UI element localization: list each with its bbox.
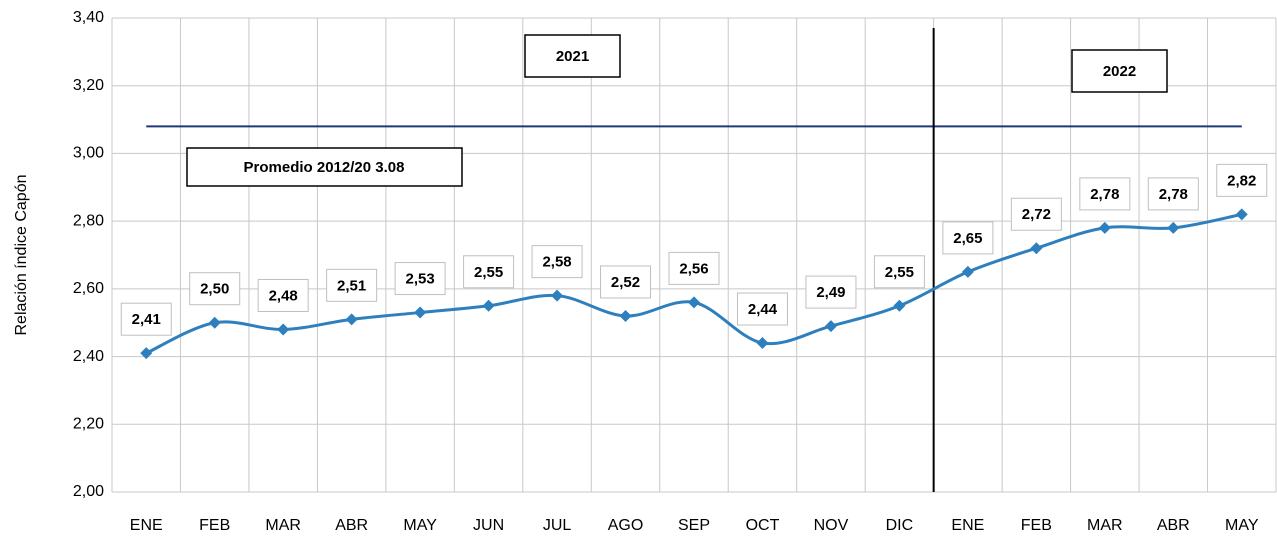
marker: [551, 289, 564, 302]
y-tick-label: 2,60: [73, 280, 104, 297]
y-tick-label: 2,20: [73, 416, 104, 433]
data-label-box: [1010, 197, 1062, 231]
annotation-box: [186, 147, 463, 187]
data-label: 2,41: [132, 311, 161, 328]
x-tick-label: DIC: [886, 517, 914, 534]
x-tick-label: MAR: [1087, 517, 1123, 534]
data-label: 2,58: [542, 254, 571, 271]
x-tick-label: MAY: [1225, 517, 1259, 534]
y-tick-label: 3,00: [73, 145, 104, 162]
marker: [961, 265, 974, 278]
marker: [619, 309, 632, 322]
annotation: 2021: [556, 48, 589, 65]
x-tick-label: JUL: [543, 517, 572, 534]
marker: [893, 299, 906, 312]
x-tick-label: FEB: [1021, 517, 1052, 534]
data-label-box: [189, 272, 241, 306]
annotation-box: [524, 34, 621, 78]
data-label-box: [531, 245, 583, 279]
data-label-box: [394, 262, 446, 296]
marker: [688, 296, 700, 309]
data-label: 2,78: [1159, 186, 1188, 203]
data-label-box: [463, 255, 515, 289]
marker: [140, 347, 153, 360]
x-tick-label: JUN: [473, 517, 504, 534]
data-label-box: [873, 255, 925, 289]
marker: [1167, 221, 1180, 234]
data-label: 2,53: [406, 271, 435, 288]
y-axis-label: Relación índice Capón: [13, 175, 30, 336]
y-tick-label: 2,00: [73, 483, 104, 500]
x-tick-label: FEB: [199, 517, 230, 534]
x-tick-label: ENE: [951, 517, 984, 534]
annotation: 2022: [1103, 63, 1136, 80]
data-label-box: [1216, 163, 1268, 197]
data-label: 2,49: [816, 284, 845, 301]
data-label: 2,65: [953, 230, 982, 247]
marker: [414, 306, 427, 319]
annotation-box: [1071, 49, 1168, 93]
marker: [756, 337, 769, 350]
x-tick-label: AGO: [608, 517, 644, 534]
data-label-box: [1079, 177, 1131, 211]
data-label: 2,72: [1022, 206, 1051, 223]
marker: [208, 316, 221, 329]
x-tick-label: SEP: [678, 517, 710, 534]
data-label: 2,55: [885, 264, 914, 281]
data-label-box: [326, 268, 378, 302]
data-label: 2,50: [200, 281, 229, 298]
marker: [1235, 208, 1248, 221]
data-label: 2,52: [611, 274, 640, 291]
x-tick-label: ENE: [130, 517, 163, 534]
y-tick-label: 2,40: [73, 348, 104, 365]
y-tick-label: 3,40: [73, 9, 104, 26]
marker: [824, 320, 837, 333]
marker: [277, 323, 290, 336]
data-label-box: [120, 302, 172, 336]
data-label-box: [942, 221, 994, 255]
x-tick-label: ABR: [1157, 517, 1190, 534]
data-label: 2,44: [748, 301, 778, 318]
marker: [1098, 221, 1111, 234]
y-tick-label: 2,80: [73, 212, 104, 229]
data-label: 2,82: [1227, 172, 1256, 189]
x-tick-label: ABR: [335, 517, 368, 534]
reference-label: Promedio 2012/20 3.08: [244, 159, 405, 176]
y-tick-label: 3,20: [73, 77, 104, 94]
marker: [345, 313, 358, 326]
data-label-box: [1147, 177, 1199, 211]
marker: [482, 299, 495, 312]
marker: [1030, 242, 1043, 255]
data-label-box: [805, 275, 857, 309]
data-label: 2,51: [337, 277, 366, 294]
x-tick-label: MAR: [265, 517, 301, 534]
data-label: 2,48: [269, 287, 298, 304]
x-tick-label: OCT: [746, 517, 780, 534]
x-tick-label: NOV: [814, 517, 849, 534]
data-label: 2,55: [474, 264, 503, 281]
data-label-box: [600, 265, 652, 299]
data-label-box: [736, 292, 788, 326]
data-label: 2,56: [679, 260, 708, 277]
data-label-box: [668, 251, 720, 285]
data-label: 2,78: [1090, 186, 1119, 203]
data-label-box: [257, 278, 309, 312]
x-tick-label: MAY: [403, 517, 437, 534]
